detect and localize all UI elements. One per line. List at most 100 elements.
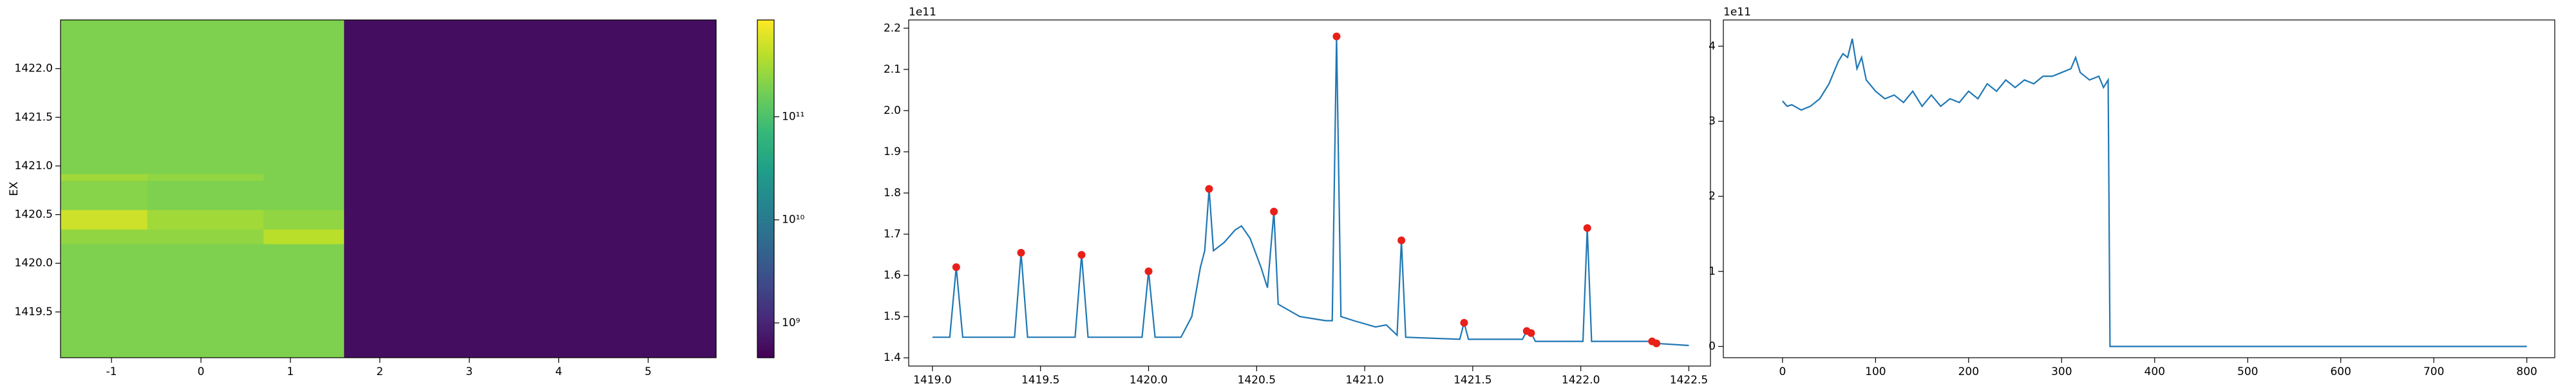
colorbar-swatch [757, 118, 774, 122]
heatmap-cell [61, 174, 148, 181]
colorbar-swatch [757, 283, 774, 288]
colorbar-swatch [757, 20, 774, 24]
colorbar-swatch [757, 53, 774, 58]
y-tick-label: 2.0 [884, 104, 901, 117]
colorbar-tick-label: 10¹¹ [782, 111, 804, 124]
colorbar-swatch [757, 209, 774, 213]
y-tick-label: 1.9 [884, 145, 901, 158]
y-tick-label: 1421.0 [15, 160, 53, 172]
x-tick-label: 1421.5 [1454, 374, 1492, 386]
colorbar-swatch [757, 175, 774, 179]
x-tick-label: 500 [2237, 365, 2258, 378]
colorbar-swatch [757, 263, 774, 267]
heatmap-cell [344, 210, 717, 230]
colorbar-swatch [757, 138, 774, 142]
x-tick-label: 1419.0 [913, 374, 951, 386]
colorbar-swatch [757, 223, 774, 226]
colorbar-swatch [757, 273, 774, 277]
axes-frame [1723, 19, 2555, 358]
y-tick-label: 0 [1709, 340, 1716, 353]
colorbar-swatch [757, 320, 774, 325]
colorbar-swatch [757, 115, 774, 118]
colorbar-swatch [757, 229, 774, 234]
colorbar-swatch [757, 199, 774, 203]
colorbar-swatch [757, 188, 774, 193]
y-tick-label: 1.4 [884, 351, 901, 364]
colorbar-swatch [757, 74, 774, 78]
x-tick-label: 1419.5 [1021, 374, 1059, 386]
heatmap-cell [147, 180, 264, 210]
colorbar-swatch [757, 26, 774, 31]
colorbar-swatch [757, 226, 774, 230]
colorbar-swatch [757, 94, 774, 98]
x-tick-label: 1420.5 [1238, 374, 1276, 386]
x-tick-label: 400 [2145, 365, 2165, 378]
colorbar-swatch [757, 300, 774, 304]
colorbar-swatch [757, 33, 774, 37]
colorbar-swatch [757, 155, 774, 159]
colorbar-swatch [757, 347, 774, 352]
peak-marker [1527, 329, 1535, 337]
heatmap-cell [61, 229, 148, 244]
colorbar-swatch [757, 205, 774, 210]
peak-marker [1017, 248, 1025, 257]
y-tick-label: 1419.5 [15, 306, 53, 318]
colorbar-swatch [757, 256, 774, 261]
heatmap-cell [344, 20, 717, 174]
colorbar-swatch [757, 185, 774, 190]
x-tick-label: 4 [555, 365, 562, 378]
x-tick-label: 800 [2516, 365, 2537, 378]
offset-text: 1e11 [909, 6, 936, 19]
y-tick-label: 1420.5 [15, 208, 53, 221]
colorbar-swatch [757, 293, 774, 298]
colorbar-swatch [757, 307, 774, 311]
y-tick-label: 1421.5 [15, 111, 53, 124]
colorbar-swatch [757, 57, 774, 61]
colorbar-swatch [757, 142, 774, 145]
colorbar-swatch [757, 23, 774, 28]
y-tick-label: 1.8 [884, 187, 901, 199]
heatmap-cell [344, 229, 717, 244]
colorbar-swatch [757, 192, 774, 196]
y-tick-label: 3 [1709, 115, 1716, 128]
colorbar-swatch [757, 340, 774, 345]
colorbar-swatch [757, 80, 774, 85]
y-tick-label: 4 [1709, 40, 1716, 53]
colorbar-swatch [757, 101, 774, 105]
colorbar-swatch [757, 290, 774, 294]
colorbar-swatch [757, 243, 774, 247]
x-tick-label: 1422.0 [1562, 374, 1600, 386]
colorbar-swatch [757, 64, 774, 68]
colorbar-swatch [757, 246, 774, 250]
colorbar-swatch [757, 40, 774, 44]
heatmap-cell [147, 243, 264, 358]
x-tick-label: 0 [1779, 365, 1786, 378]
y-tick-label: 1 [1709, 265, 1716, 278]
x-tick-label: 300 [2051, 365, 2072, 378]
x-tick-label: 200 [1958, 365, 1979, 378]
colorbar-swatch [757, 172, 774, 176]
y-tick-label: 1.5 [884, 310, 901, 323]
colorbar-swatch [757, 354, 774, 358]
x-tick-label: 1422.5 [1670, 374, 1708, 386]
heatmap-cell [147, 20, 264, 174]
colorbar-swatch [757, 280, 774, 284]
axes-frame [60, 19, 717, 358]
colorbar-swatch [757, 165, 774, 169]
colorbar-swatch [757, 196, 774, 199]
colorbar-swatch [757, 212, 774, 217]
colorbar-swatch [757, 104, 774, 109]
colorbar-swatch [757, 277, 774, 280]
colorbar-swatch [757, 250, 774, 253]
colorbar-swatch [757, 297, 774, 301]
peak-marker [1077, 251, 1086, 259]
heatmap-cell [263, 180, 345, 210]
colorbar-swatch [757, 67, 774, 71]
colorbar-swatch [757, 334, 774, 338]
colorbar-swatch [757, 182, 774, 186]
x-tick-label: 2 [376, 365, 383, 378]
heatmap-cell [344, 180, 717, 210]
colorbar-swatch [757, 331, 774, 335]
colorbar-swatch [757, 344, 774, 348]
